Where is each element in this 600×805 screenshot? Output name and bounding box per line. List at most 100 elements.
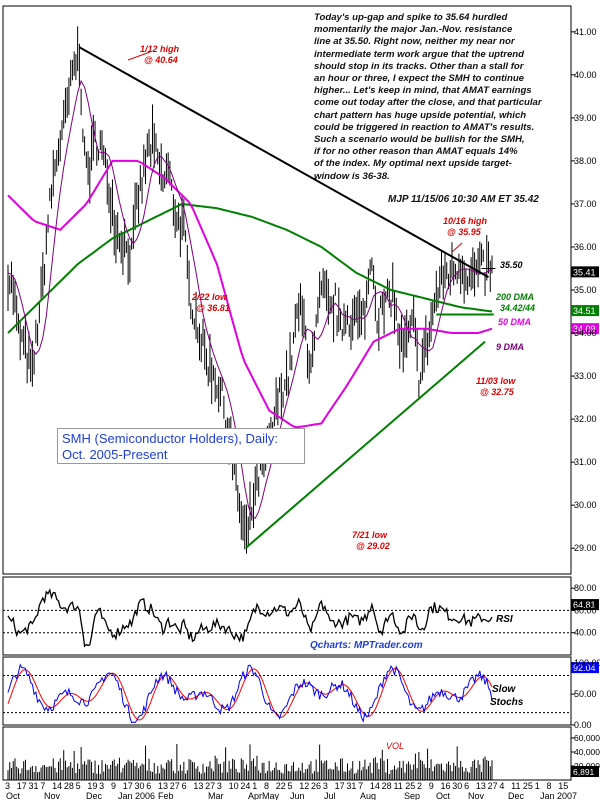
- commentary-line: should stop in its tracks. Other than a …: [314, 60, 524, 72]
- x-day-tick: 8: [264, 781, 269, 791]
- x-day-tick: 27: [205, 781, 215, 791]
- x-day-tick: 16: [441, 781, 451, 791]
- price-axis-label: 34.00: [574, 328, 597, 338]
- x-day-tick: 9: [111, 781, 116, 791]
- commentary-line: Such a scenario would be bullish for the…: [314, 134, 525, 146]
- rsi-axis-label: 40.00: [574, 628, 597, 638]
- x-day-tick: 1: [252, 781, 257, 791]
- x-day-tick: 15: [558, 781, 568, 791]
- volume-last-value: 6,891: [573, 767, 595, 777]
- annotation-value: @ 36.81: [196, 303, 230, 313]
- stoch-k-line: [7, 663, 493, 724]
- annotation-value: @ 35.95: [447, 227, 482, 237]
- x-day-tick: 14: [52, 781, 62, 791]
- x-day-tick: 8: [546, 781, 551, 791]
- commentary-line: come out today after the close, and that…: [314, 97, 542, 109]
- commentary-line: of the index. My optimal next upside tar…: [314, 158, 512, 170]
- volume-axis-label: 20,000: [574, 761, 600, 771]
- x-day-tick: 22: [276, 781, 286, 791]
- x-day-tick: 17: [123, 781, 133, 791]
- price-axis-label: 38.00: [574, 156, 597, 166]
- x-month-label: Mar: [208, 791, 224, 800]
- annotation-label: 11/03 low: [476, 376, 516, 386]
- x-day-tick: 5: [76, 781, 81, 791]
- level-label: 34.42/44: [500, 303, 535, 313]
- x-day-tick: 24: [240, 781, 250, 791]
- x-day-tick: 2: [417, 781, 422, 791]
- annotation-value: @ 32.75: [480, 387, 515, 397]
- volume-axis-label: 60,000: [574, 733, 600, 743]
- x-day-tick: 30: [134, 781, 144, 791]
- price-axis-label: 36.00: [574, 242, 597, 252]
- annotation-label: 10/16 high: [443, 216, 488, 226]
- axis-layer: 29.0030.0031.0032.0033.0034.0035.0036.00…: [5, 27, 600, 801]
- x-day-tick: 25: [405, 781, 415, 791]
- x-month-label: Oct: [436, 791, 451, 800]
- x-day-tick: 6: [146, 781, 151, 791]
- x-day-tick: 5: [288, 781, 293, 791]
- volume-last-value-box: [571, 766, 599, 777]
- rsi-panel-frame: [2, 576, 572, 656]
- level-label: 35.50: [500, 260, 523, 270]
- x-day-tick: 4: [499, 781, 504, 791]
- last-value-text: 34.09: [573, 324, 596, 334]
- x-day-tick: 10: [229, 781, 239, 791]
- x-day-tick: 13: [158, 781, 168, 791]
- stoch-axis-label: 0.00: [574, 720, 592, 730]
- annotation-label: 2/22 low: [191, 292, 228, 302]
- stoch-label: Stochs: [490, 697, 524, 708]
- annotation-value: @ 40.64: [144, 55, 178, 65]
- x-day-tick: 9: [429, 781, 434, 791]
- last-value-box: [571, 266, 599, 278]
- x-day-tick: 19: [87, 781, 97, 791]
- last-value-box: [571, 323, 599, 335]
- resistance-trendline: [78, 46, 490, 278]
- chart-credit: Qcharts: MPTrader.com: [310, 640, 423, 651]
- x-day-tick: 31: [346, 781, 356, 791]
- commentary-line: window is 36-38.: [314, 170, 390, 182]
- dma-200-line: [7, 202, 493, 334]
- annotation-layer: 1/12 high@ 40.64 2/22 low@ 36.81 7/21 low @…: [127, 44, 599, 551]
- x-month-label: Sep: [404, 791, 420, 800]
- chart-title-line2: Oct. 2005-Present: [62, 447, 168, 462]
- commentary-line: intermediate term work argue that the up…: [314, 48, 525, 60]
- x-day-tick: 31: [29, 781, 39, 791]
- level-label: 200 DMA: [495, 292, 534, 302]
- x-day-tick: 13: [476, 781, 486, 791]
- x-month-label: Oct: [6, 791, 21, 800]
- x-day-tick: 27: [170, 781, 180, 791]
- stoch-axis-label: 50.00: [574, 689, 597, 699]
- commentary-line: chart pattern has huge upside potential,…: [314, 109, 527, 121]
- x-day-tick: 13: [193, 781, 203, 791]
- x-day-tick: 26: [311, 781, 321, 791]
- rsi-last-value: 64.81: [573, 600, 596, 610]
- commentary-line: could be triggered in reaction to AMAT's…: [314, 121, 535, 133]
- commentary-text: Today's up-gap and spike to 35.64 hurdle…: [314, 12, 564, 183]
- dma-9-line: [7, 79, 493, 519]
- rsi-last-value-box: [571, 599, 599, 611]
- rsi-axis-label: 60.00: [574, 605, 597, 615]
- commentary-line: higher... Let's keep in mind, that AMAT …: [314, 85, 532, 97]
- commentary-line: momentarily the major Jan.-Nov. resistan…: [314, 24, 513, 36]
- rsi-line: [7, 588, 493, 648]
- chart-title-box: SMH (Semiconductor Holders), Daily: Oct.…: [57, 428, 305, 464]
- annotation-label: 7/21 low: [352, 530, 388, 540]
- x-month-label: Nov: [468, 791, 485, 800]
- annotation-label: 1/12 high: [140, 44, 180, 54]
- x-month-label: Aug: [360, 791, 376, 800]
- x-month-label: Jan 2007: [540, 791, 577, 800]
- price-axis-label: 35.00: [574, 285, 597, 295]
- x-month-label: Feb: [158, 791, 174, 800]
- commentary-line: if for no other reason than AMAT equals …: [314, 146, 518, 158]
- price-axis-label: 37.00: [574, 199, 597, 209]
- x-month-label: Dec: [86, 791, 103, 800]
- stoch-last-value: 92.04: [573, 663, 596, 673]
- x-day-tick: 17: [17, 781, 27, 791]
- x-day-tick: 6: [182, 781, 187, 791]
- x-day-tick: 11: [393, 781, 402, 791]
- price-axis-label: 40.00: [574, 70, 597, 80]
- stoch-axis-label: 100.00: [574, 658, 600, 668]
- x-day-tick: 7: [40, 781, 45, 791]
- price-axis-label: 33.00: [574, 371, 597, 381]
